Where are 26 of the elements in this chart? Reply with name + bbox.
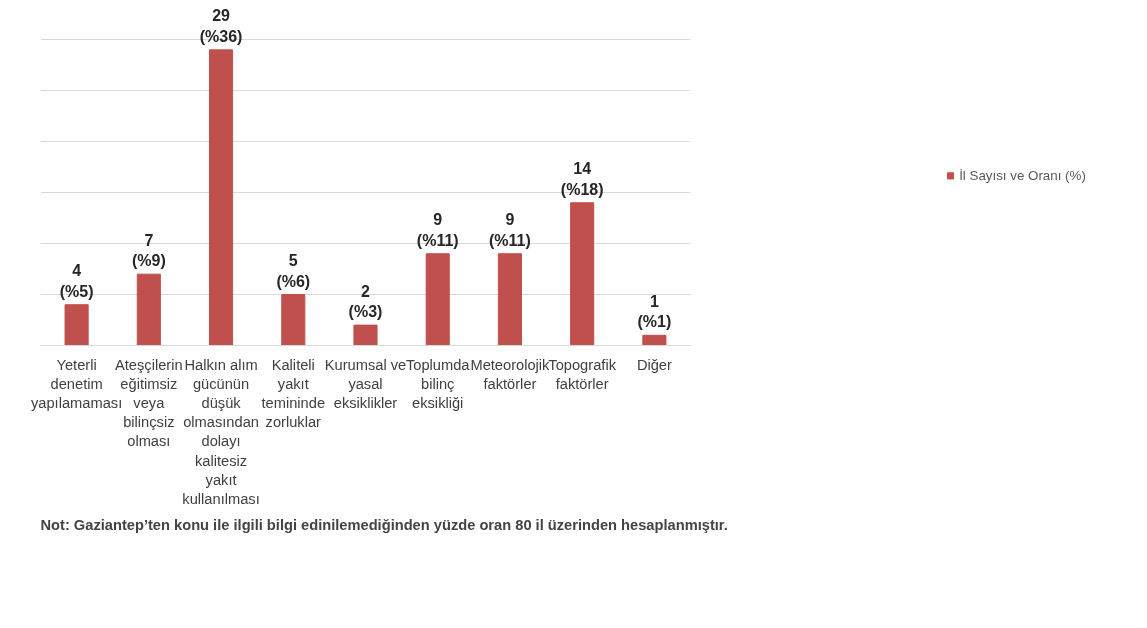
bar [209,49,234,346]
data-label: 14 (%18) [560,160,604,198]
bar [281,294,306,346]
data-label: 5 (%6) [276,252,311,290]
legend-label: İl Sayısı ve Oranı (%) [959,167,1086,183]
bar [136,273,161,346]
bar [353,324,378,346]
x-tick-label: Topografik faktörler [548,356,617,392]
text: Not: Gaziantep’ten konu ile ilgili bilgi edinilemediğinden yüzde oran 80 il üzerinden hesaplanmıştır. [40,516,728,533]
x-tick-label: Kaliteli yakıt temininde zorluklar [261,356,326,431]
bar [497,253,522,346]
data-label: 9 (%11) [416,211,459,249]
bar [570,202,595,346]
data-label: 29 (%36) [199,7,243,45]
x-tick-label: Kurumsal ve yasal eksiklikler [324,356,407,411]
data-label: 1 (%1) [637,292,672,331]
data-label: 9 (%11) [489,211,531,249]
data-label: 2 (%3) [348,282,383,321]
bar [425,253,450,346]
x-tick-label: Toplumda bilinç eksikliği [405,356,471,411]
x-tick-label: Halkın alım gücünün düşük olmasından dolayı kalitesiz yakıt kullanılması [182,356,260,507]
x-tick-label: Diğer [636,356,673,373]
bar [642,334,667,346]
bar [64,304,89,346]
data-label: 4 (%5) [59,262,94,300]
data-label: 7 (%9) [131,231,166,270]
